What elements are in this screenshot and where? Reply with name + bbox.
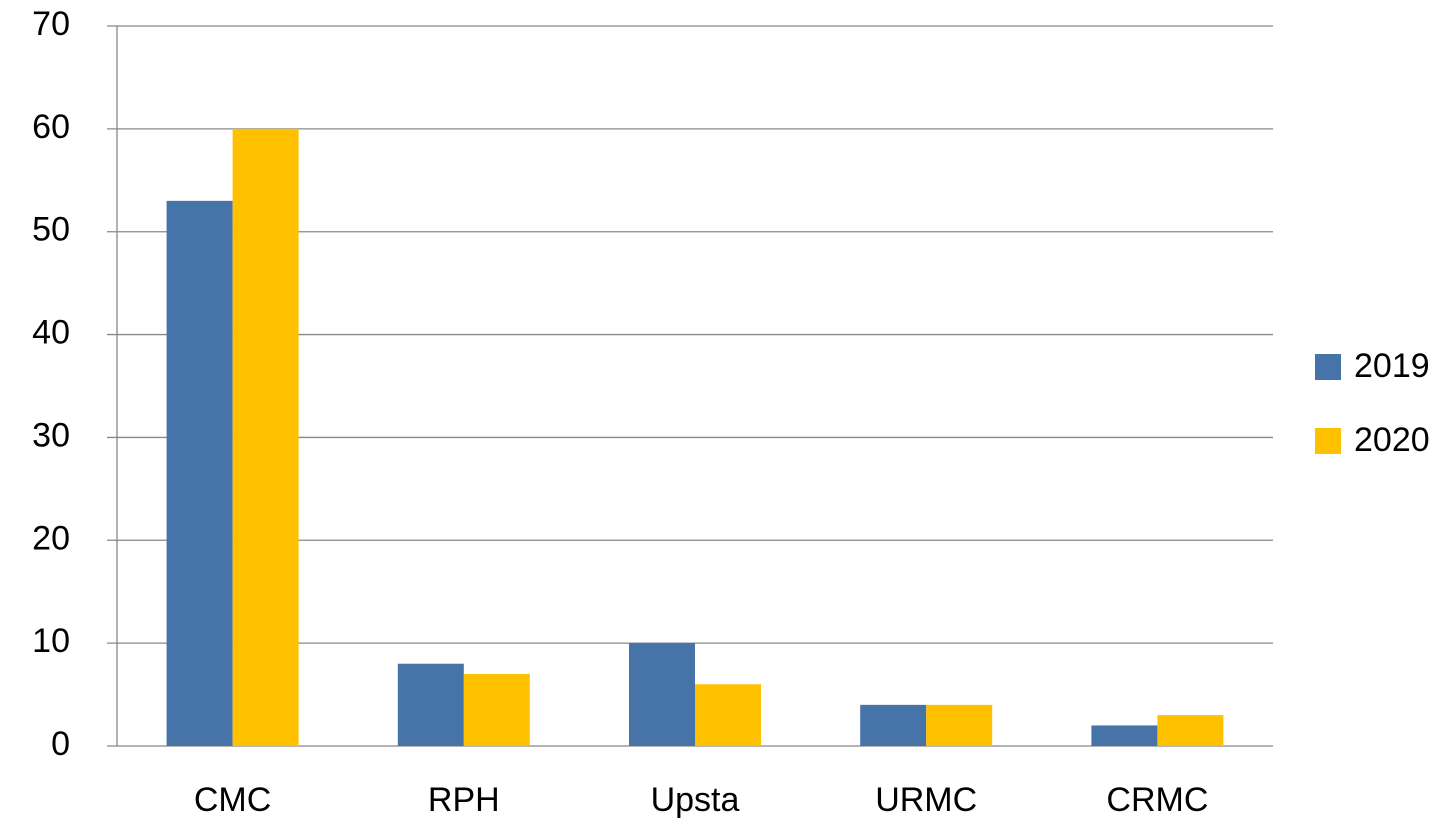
bar (926, 704, 993, 746)
bar (232, 128, 299, 746)
legend-label: 2020 (1354, 421, 1430, 459)
legend-swatch (1315, 354, 1341, 380)
legend-swatch (1315, 428, 1341, 454)
y-tick-label: 10 (32, 622, 70, 660)
x-tick-label: Upsta (651, 781, 740, 819)
bar (695, 684, 761, 746)
y-tick-label: 20 (32, 519, 70, 557)
bar (397, 663, 464, 746)
x-tick-label: URMC (875, 781, 977, 819)
bar (166, 200, 233, 746)
y-tick-label: 70 (32, 5, 70, 43)
legend-label: 2019 (1354, 347, 1430, 385)
x-tick-label: RPH (428, 781, 500, 819)
bar (1157, 715, 1224, 746)
bar (860, 704, 927, 746)
y-tick-label: 30 (32, 416, 70, 454)
x-tick-label: CRMC (1106, 781, 1208, 819)
y-tick-label: 0 (51, 725, 70, 763)
bar (629, 643, 695, 746)
bar (463, 674, 530, 746)
y-tick-label: 50 (32, 211, 70, 249)
y-tick-label: 40 (32, 314, 70, 352)
y-tick-label: 60 (32, 108, 70, 146)
x-tick-label: CMC (194, 781, 271, 819)
bar (1091, 725, 1158, 746)
